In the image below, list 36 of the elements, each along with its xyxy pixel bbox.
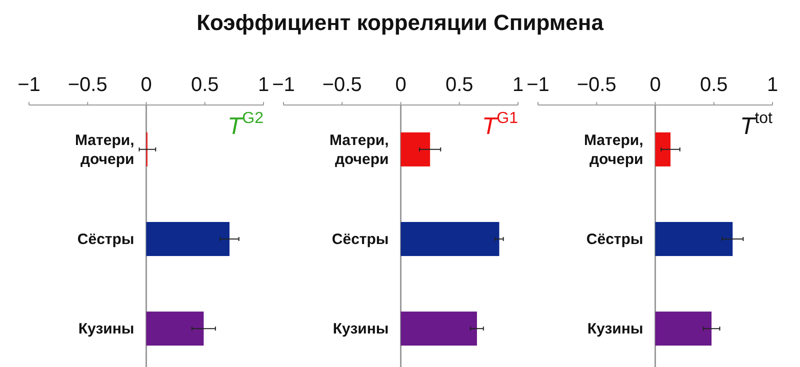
x-tick-label: −1 [526,74,550,96]
bar [655,132,670,166]
x-tick-label: −1 [272,74,295,96]
x-tick-label: 0 [395,74,406,96]
x-tick-label: −0.5 [322,74,362,96]
x-tick-label: 1 [258,74,270,96]
y-tick-label: Сёстры [332,231,389,248]
x-tick-label: 0.5 [190,74,219,96]
annotation: T$^{G2}$ [227,110,264,140]
x-tick-label: 1 [512,74,524,96]
y-tick-label: Сёстры [77,231,134,248]
x-tick-label: 0 [650,74,661,96]
bar [400,222,500,256]
annotation: T$^{tot}$ [740,110,774,140]
x-tick-label: −0.5 [576,74,616,96]
x-tick-label: 1 [766,74,778,96]
x-tick-label: 0.5 [700,74,728,96]
x-tick-label: −1 [18,74,40,96]
x-tick-label: 0.5 [445,74,474,96]
bar [655,312,712,346]
text: Коэффициент корреляции Спирмена [196,10,604,35]
bar [400,132,430,166]
bar [146,222,230,256]
x-tick-label: −0.5 [68,74,108,96]
annotation: T$^{G1}$ [482,110,518,140]
bar [400,312,477,346]
y-tick-label: Сёстры [586,231,644,248]
y-tick-label: Кузины [78,320,134,338]
y-tick-label: Матери, дочери [74,132,134,168]
y-tick-label: Матери, дочери [584,132,644,168]
y-tick-label: Матери, дочери [329,132,389,168]
bar [146,312,204,346]
y-tick-label: Кузины [587,320,644,338]
x-tick-label: 0 [140,74,152,96]
y-tick-label: Кузины [332,320,389,338]
bar [655,222,733,256]
